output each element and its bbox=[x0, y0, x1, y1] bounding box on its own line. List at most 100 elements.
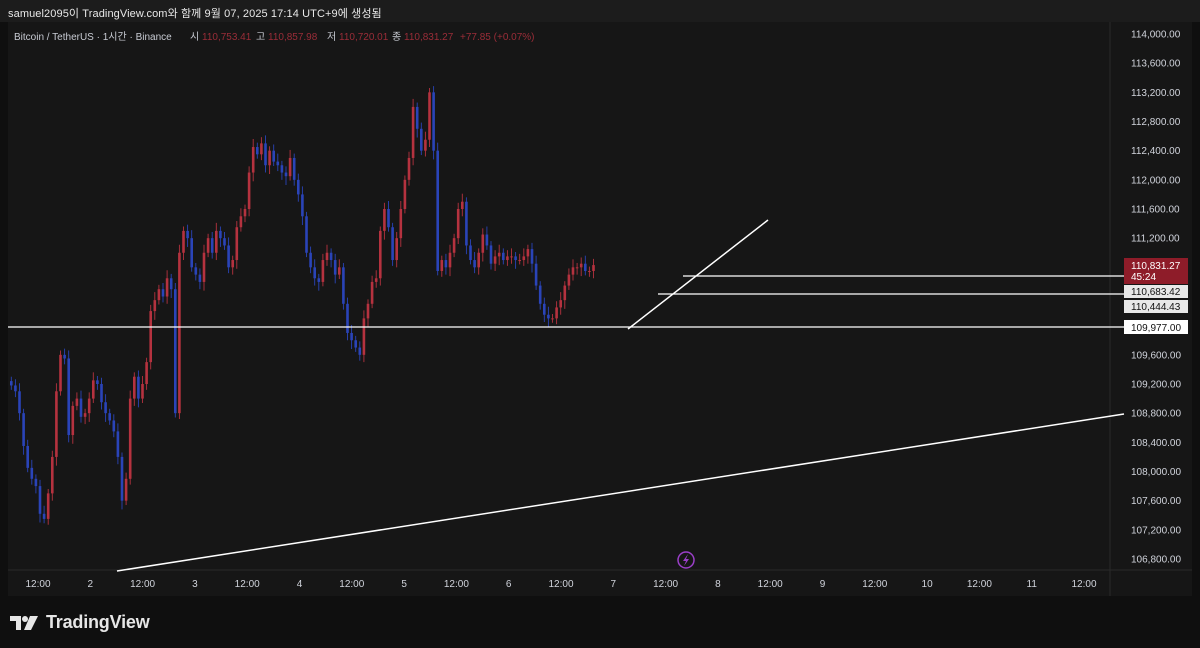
price-tick-label: 109,600.00 bbox=[1131, 350, 1181, 361]
candle bbox=[436, 142, 439, 276]
candle bbox=[280, 160, 284, 180]
candle bbox=[432, 86, 435, 160]
candle bbox=[317, 273, 321, 291]
candle-body bbox=[239, 216, 243, 228]
candle-body bbox=[534, 263, 538, 286]
candle-body bbox=[399, 209, 403, 239]
candle-body bbox=[489, 245, 493, 264]
candle-body bbox=[104, 402, 107, 414]
candle-body bbox=[358, 347, 362, 355]
candle-body bbox=[424, 139, 427, 151]
candle bbox=[227, 237, 230, 274]
candle bbox=[309, 246, 312, 274]
drawing-layer[interactable] bbox=[8, 219, 1125, 572]
candle-body bbox=[186, 230, 189, 239]
candle bbox=[370, 275, 374, 309]
candle-body bbox=[592, 265, 595, 271]
candle bbox=[292, 153, 296, 186]
chart-panel[interactable] bbox=[8, 22, 1192, 596]
candle bbox=[239, 208, 243, 232]
candle-body bbox=[280, 165, 284, 173]
candle bbox=[584, 255, 587, 276]
candle bbox=[251, 139, 255, 182]
candle-body bbox=[87, 398, 91, 414]
candle-body bbox=[555, 307, 558, 319]
candle bbox=[145, 357, 148, 390]
candle-body bbox=[141, 384, 144, 399]
candle-body bbox=[571, 267, 575, 275]
candle-body bbox=[522, 256, 526, 261]
candle-body bbox=[145, 362, 148, 384]
candle bbox=[297, 173, 300, 202]
candle-body bbox=[161, 289, 165, 297]
candle-body bbox=[51, 456, 54, 494]
candle-body bbox=[231, 260, 234, 268]
candle bbox=[100, 377, 103, 410]
candle-body bbox=[497, 252, 501, 257]
candle-body bbox=[247, 172, 251, 209]
long-trend-line[interactable] bbox=[116, 413, 1125, 572]
time-tick-label: 12:00 bbox=[339, 579, 364, 590]
candle-body bbox=[309, 252, 312, 268]
candle-body bbox=[18, 391, 21, 414]
candle-body bbox=[256, 147, 259, 155]
candle-body bbox=[333, 260, 337, 275]
short-trend-line[interactable] bbox=[627, 219, 769, 330]
candle-body bbox=[567, 274, 571, 286]
time-tick-label: 4 bbox=[297, 579, 303, 590]
candle-body bbox=[551, 318, 554, 320]
level-tag-3-label: 109,977.00 bbox=[1131, 323, 1181, 334]
candle bbox=[210, 231, 214, 259]
candle-body bbox=[362, 318, 366, 355]
candle-body bbox=[329, 252, 333, 261]
candle-body bbox=[436, 150, 439, 271]
candle bbox=[342, 262, 345, 310]
candle-body bbox=[514, 256, 517, 261]
candle bbox=[428, 87, 431, 148]
time-tick-label: 12:00 bbox=[758, 579, 783, 590]
candle-body bbox=[477, 252, 480, 268]
candle-body bbox=[198, 274, 202, 282]
candle-body bbox=[63, 354, 66, 359]
price-tick-label: 111,200.00 bbox=[1131, 234, 1180, 245]
candle bbox=[169, 273, 173, 298]
candle bbox=[571, 259, 575, 281]
countdown-label: 45:24 bbox=[1131, 272, 1156, 283]
candle-body bbox=[46, 493, 50, 519]
candle bbox=[161, 283, 165, 303]
candle bbox=[538, 281, 542, 310]
level-tag-2-label: 110,444.43 bbox=[1131, 302, 1181, 313]
candle-body bbox=[206, 238, 210, 253]
candle-body bbox=[133, 376, 136, 399]
candle-body bbox=[452, 238, 456, 253]
candle-body bbox=[575, 267, 579, 269]
price-axis[interactable]: 114,000.00 113,600.00 113,200.00 112,800.00… bbox=[1131, 30, 1181, 566]
candle bbox=[313, 259, 316, 286]
candle bbox=[202, 244, 206, 291]
candle-body bbox=[108, 413, 111, 421]
candle bbox=[448, 244, 452, 277]
candle bbox=[456, 202, 460, 244]
candle bbox=[366, 299, 370, 328]
candle-body bbox=[112, 420, 116, 432]
tradingview-logo[interactable]: TradingView bbox=[10, 612, 150, 633]
low-label: 저 bbox=[327, 31, 336, 43]
time-axis[interactable]: 12:00 2 12:00 3 12:00 4 12:00 5 12:00 6 12:00 7 12:0… bbox=[25, 579, 1096, 590]
candle bbox=[198, 268, 202, 290]
candle bbox=[383, 202, 386, 240]
lightning-icon[interactable] bbox=[677, 551, 695, 569]
candle-body bbox=[325, 252, 329, 261]
candle bbox=[137, 370, 140, 408]
candle bbox=[51, 450, 54, 501]
candle-body bbox=[313, 267, 316, 279]
level-tag-3: 109,977.00 bbox=[1124, 320, 1188, 334]
candle-body bbox=[415, 106, 419, 129]
candle bbox=[547, 306, 550, 328]
candle-body bbox=[559, 300, 562, 308]
candle-body bbox=[485, 234, 489, 246]
candle-body bbox=[59, 354, 62, 392]
candle-body bbox=[71, 405, 75, 436]
candle-body bbox=[354, 340, 357, 348]
candle bbox=[329, 248, 333, 268]
